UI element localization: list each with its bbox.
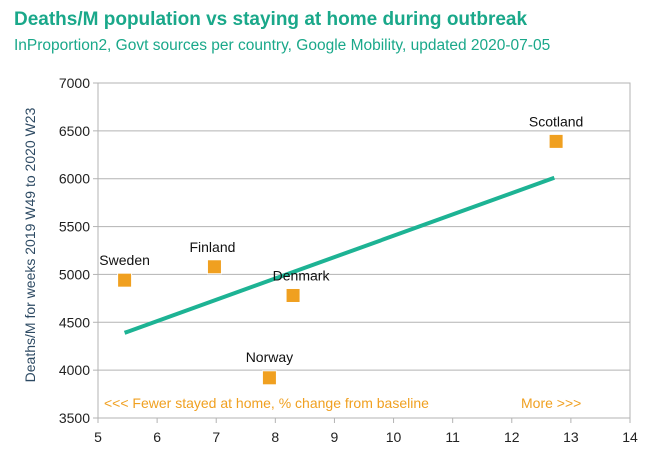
annotation-fewer-stayed-home: <<< Fewer stayed at home, % change from … bbox=[104, 395, 429, 411]
annotation-more: More >>> bbox=[521, 395, 581, 411]
point-scotland bbox=[548, 133, 564, 149]
point-finland bbox=[206, 259, 222, 275]
point-label-sweden: Sweden bbox=[99, 252, 150, 268]
plot-area-frame bbox=[97, 82, 631, 419]
y-tick-label-6: 6500 bbox=[59, 123, 90, 139]
x-tick-label-3: 8 bbox=[271, 429, 279, 445]
point-label-finland: Finland bbox=[189, 239, 235, 255]
y-axis-label: Deaths/M for weeks 2019 W49 to 2020 W23 bbox=[22, 107, 38, 382]
trendline bbox=[123, 175, 556, 335]
x-tick-label-9: 14 bbox=[622, 429, 638, 445]
grid-lines bbox=[98, 82, 630, 419]
y-axis-ticks: 3500 4000 4500 5000 5500 6000 6500 7000 bbox=[59, 75, 98, 426]
x-tick-label-7: 12 bbox=[504, 429, 520, 445]
y-tick-label-7: 7000 bbox=[59, 75, 90, 91]
y-tick-label-2: 4500 bbox=[59, 314, 90, 330]
y-tick-label-0: 3500 bbox=[59, 410, 90, 426]
point-sweden bbox=[117, 272, 133, 288]
x-tick-label-8: 13 bbox=[563, 429, 579, 445]
chart-title: Deaths/M population vs staying at home d… bbox=[14, 9, 527, 30]
chart-subtitle: InProportion2, Govt sources per country,… bbox=[14, 37, 550, 54]
x-axis-ticks: 5 6 7 8 9 10 11 12 13 14 bbox=[94, 418, 638, 445]
x-tick-label-2: 7 bbox=[212, 429, 220, 445]
x-tick-label-1: 6 bbox=[153, 429, 161, 445]
y-tick-label-1: 4000 bbox=[59, 362, 90, 378]
point-label-denmark: Denmark bbox=[273, 267, 331, 283]
y-tick-label-3: 5000 bbox=[59, 266, 90, 282]
point-denmark bbox=[285, 287, 301, 303]
x-tick-label-4: 9 bbox=[331, 429, 339, 445]
point-norway bbox=[261, 370, 277, 386]
y-tick-label-4: 5500 bbox=[59, 219, 90, 235]
data-points: Sweden Finland Denmark Norway Scotland bbox=[99, 113, 583, 386]
x-tick-label-6: 11 bbox=[445, 429, 460, 445]
y-tick-label-5: 6000 bbox=[59, 171, 90, 187]
x-tick-label-5: 10 bbox=[386, 429, 402, 445]
x-tick-label-0: 5 bbox=[94, 429, 102, 445]
point-label-norway: Norway bbox=[246, 349, 293, 365]
point-label-scotland: Scotland bbox=[529, 113, 583, 129]
